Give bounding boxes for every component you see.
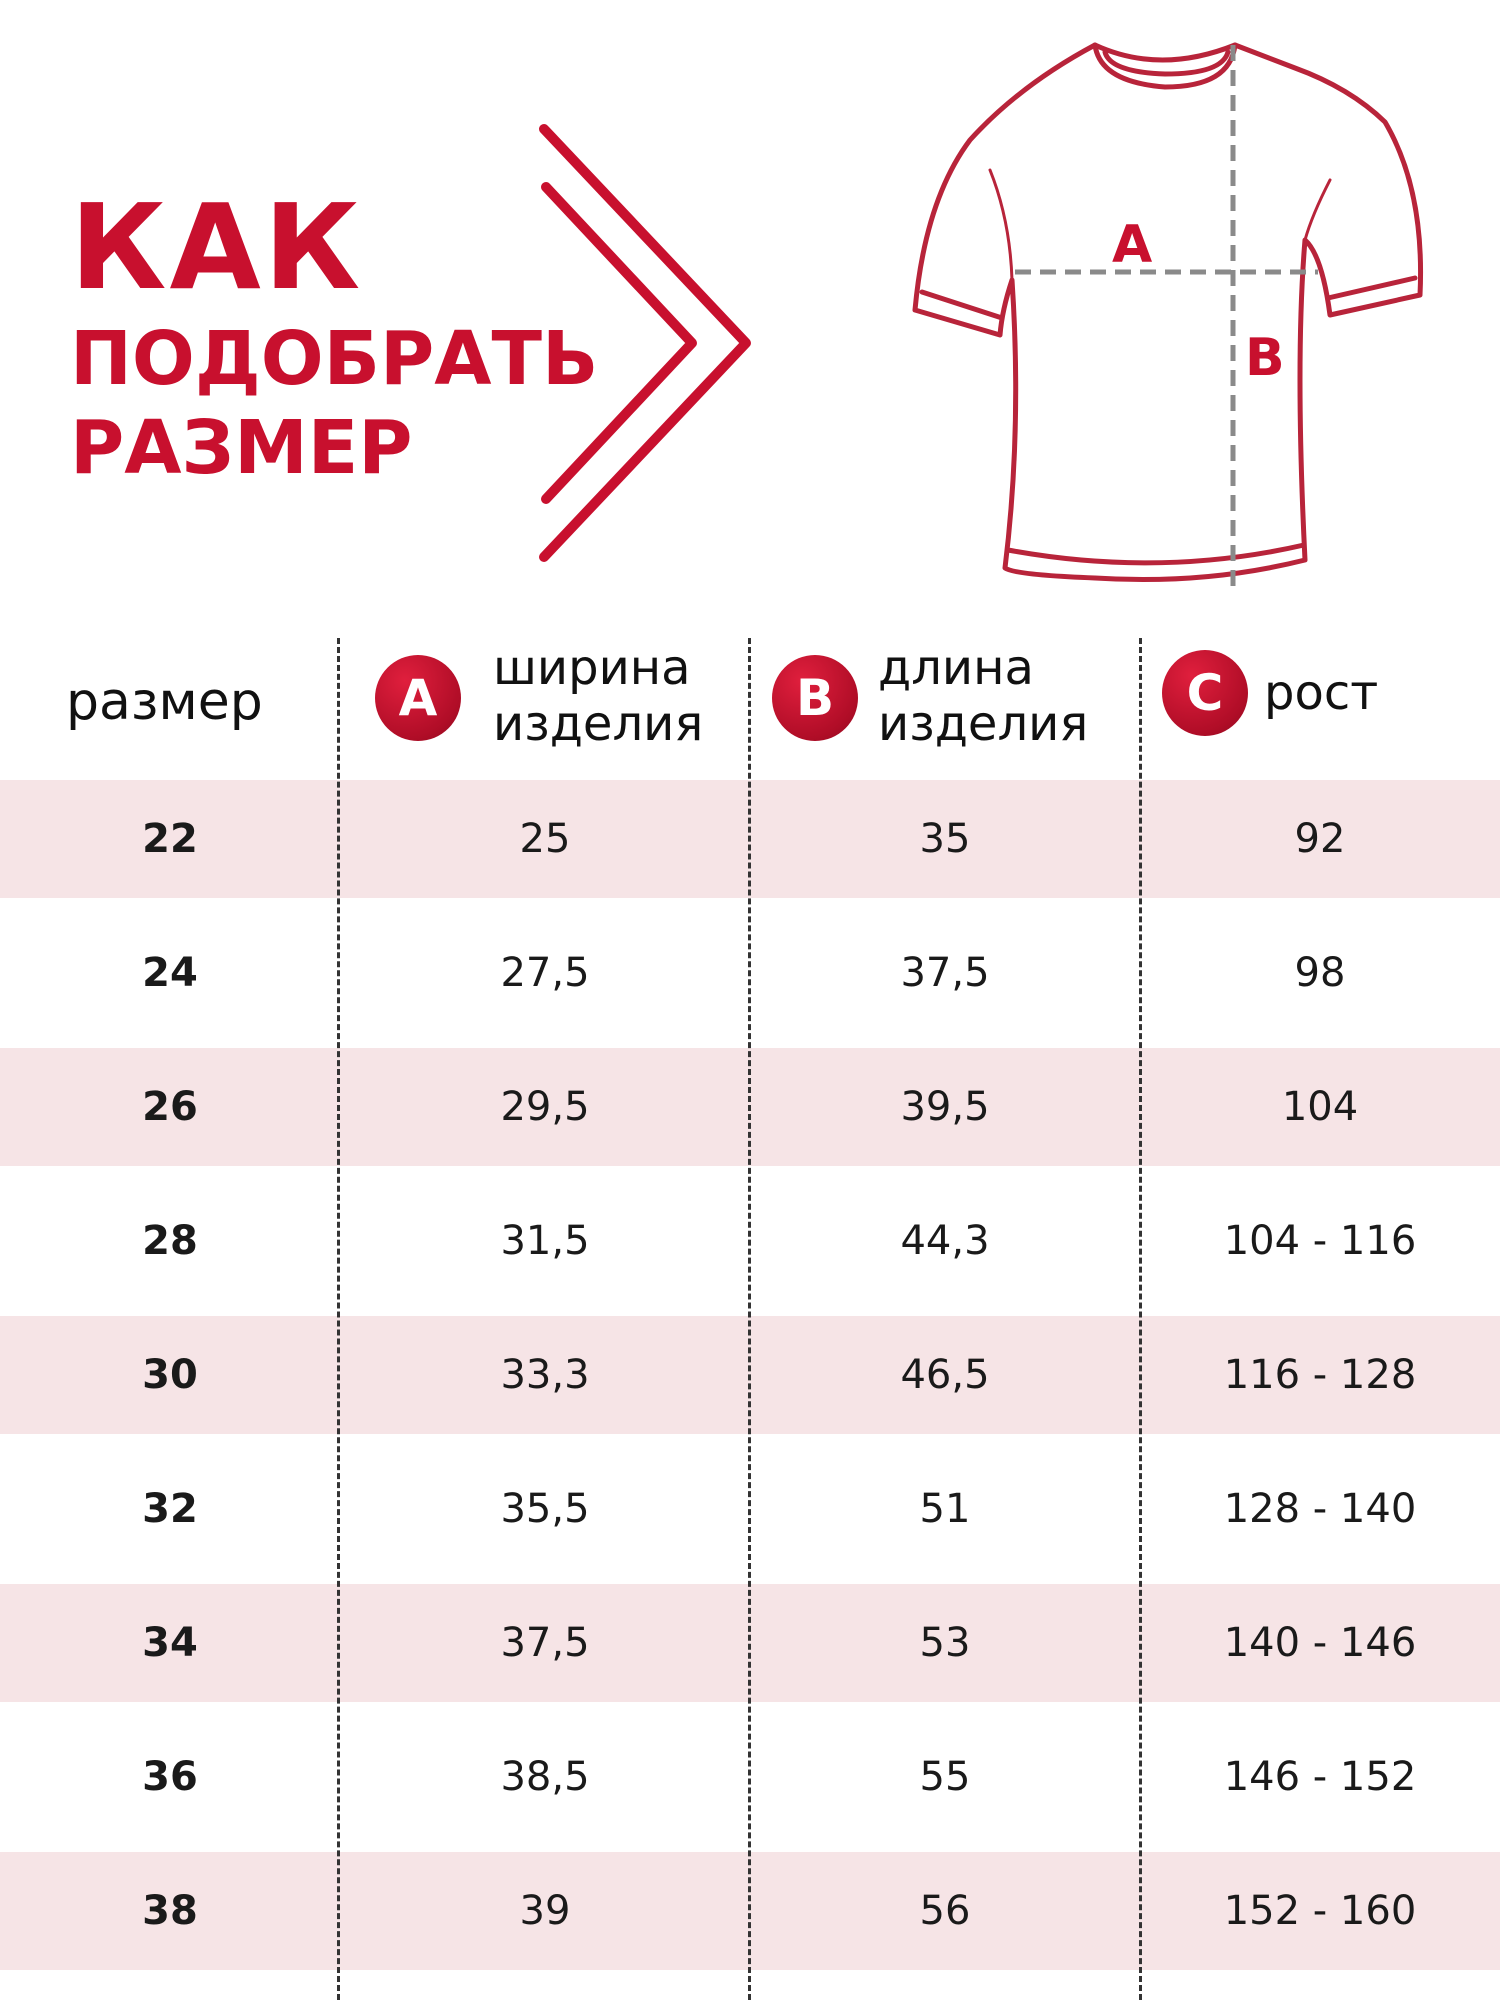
tshirt-measurement-diagram: А В [912,42,1424,595]
height-cell: 116 - 128 [1223,1352,1417,1398]
length-cell: 51 [919,1486,971,1532]
height-cell: 152 - 160 [1223,1888,1417,1934]
width-cell: 25 [519,816,571,862]
title-line-3: РАЗМЕР [70,405,413,491]
width-cell: 27,5 [500,950,590,996]
width-cell: 33,3 [500,1352,590,1398]
table-row: 32 35,5 51 128 - 140 [0,1450,1500,1568]
height-cell: 140 - 146 [1223,1620,1417,1666]
size-cell: 22 [142,816,198,862]
header-length: длина изделия [878,640,1089,752]
size-cell: 30 [142,1352,198,1398]
title-line-1: КАК [70,178,364,316]
size-cell: 36 [142,1754,198,1800]
height-cell: 98 [1294,950,1346,996]
column-divider [748,638,751,2000]
length-cell: 35 [919,816,971,862]
badge-a: A [375,655,461,741]
width-cell: 31,5 [500,1218,590,1264]
height-cell: 128 - 140 [1223,1486,1417,1532]
tshirt-outline [912,42,1424,583]
length-cell: 46,5 [900,1352,990,1398]
column-divider [1139,638,1142,2000]
width-cell: 38,5 [500,1754,590,1800]
size-cell: 24 [142,950,198,996]
table-row: 28 31,5 44,3 104 - 116 [0,1182,1500,1300]
size-cell: 34 [142,1620,198,1666]
badge-b: B [772,655,858,741]
length-cell: 37,5 [900,950,990,996]
header-width: ширина изделия [493,640,704,752]
title-line-2: ПОДОБРАТЬ [70,316,599,402]
width-cell: 35,5 [500,1486,590,1532]
width-cell: 39 [519,1888,571,1934]
length-cell: 44,3 [900,1218,990,1264]
header-size: размер [66,672,263,732]
badge-c: C [1162,650,1248,736]
width-cell: 29,5 [500,1084,590,1130]
measure-label-a: А [1112,215,1152,275]
length-cell: 55 [919,1754,971,1800]
column-divider [337,638,340,2000]
size-cell: 26 [142,1084,198,1130]
length-cell: 56 [919,1888,971,1934]
width-cell: 37,5 [500,1620,590,1666]
size-cell: 28 [142,1218,198,1264]
table-row: 36 38,5 55 146 - 152 [0,1718,1500,1836]
double-chevron-right-icon [539,124,751,562]
length-cell: 53 [919,1620,971,1666]
height-cell: 146 - 152 [1223,1754,1417,1800]
length-cell: 39,5 [900,1084,990,1130]
height-cell: 104 - 116 [1223,1218,1417,1264]
measure-label-b: В [1245,328,1285,388]
table-row: 24 27,5 37,5 98 [0,914,1500,1032]
size-cell: 32 [142,1486,198,1532]
header-height: рост [1264,665,1379,721]
height-cell: 104 [1281,1084,1359,1130]
size-cell: 38 [142,1888,198,1934]
height-cell: 92 [1294,816,1346,862]
